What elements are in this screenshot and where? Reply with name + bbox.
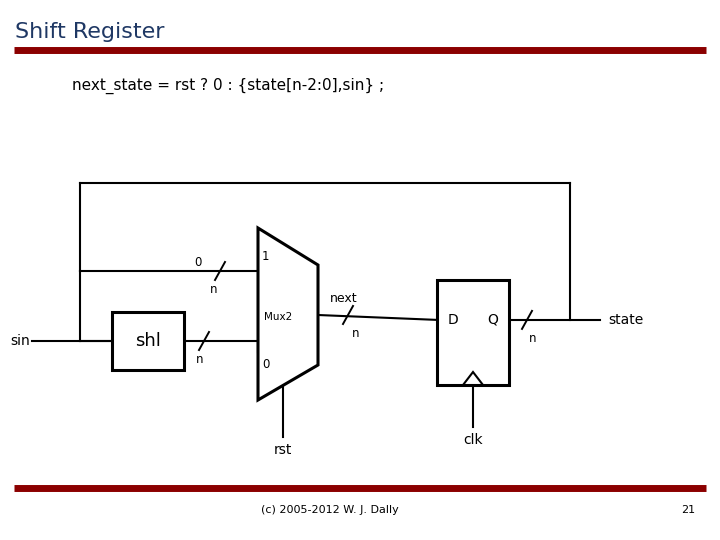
Text: sin: sin	[10, 334, 30, 348]
Text: Shift Register: Shift Register	[15, 22, 164, 42]
Text: 0: 0	[194, 256, 202, 269]
Text: n: n	[197, 353, 204, 366]
Text: n: n	[529, 332, 536, 345]
Text: n: n	[352, 327, 360, 340]
Polygon shape	[258, 228, 318, 400]
Text: next: next	[330, 292, 358, 305]
Text: clk: clk	[463, 433, 483, 447]
Text: 1: 1	[262, 250, 269, 263]
Text: next_state = rst ? 0 : {state[n-2:0],sin} ;: next_state = rst ? 0 : {state[n-2:0],sin…	[72, 78, 384, 94]
Bar	[112, 312, 184, 370]
Text: Mux2: Mux2	[264, 313, 292, 322]
Text: rst: rst	[274, 443, 292, 457]
Text: (c) 2005-2012 W. J. Dally: (c) 2005-2012 W. J. Dally	[261, 505, 399, 515]
Polygon shape	[463, 372, 483, 385]
Text: shl: shl	[135, 332, 161, 350]
Text: 0: 0	[262, 358, 269, 371]
Bar	[437, 280, 509, 385]
Text: n: n	[210, 283, 217, 296]
Text: Q: Q	[487, 313, 498, 327]
Text: 21: 21	[681, 505, 695, 515]
Text: D: D	[448, 313, 459, 327]
Text: state: state	[608, 313, 643, 327]
